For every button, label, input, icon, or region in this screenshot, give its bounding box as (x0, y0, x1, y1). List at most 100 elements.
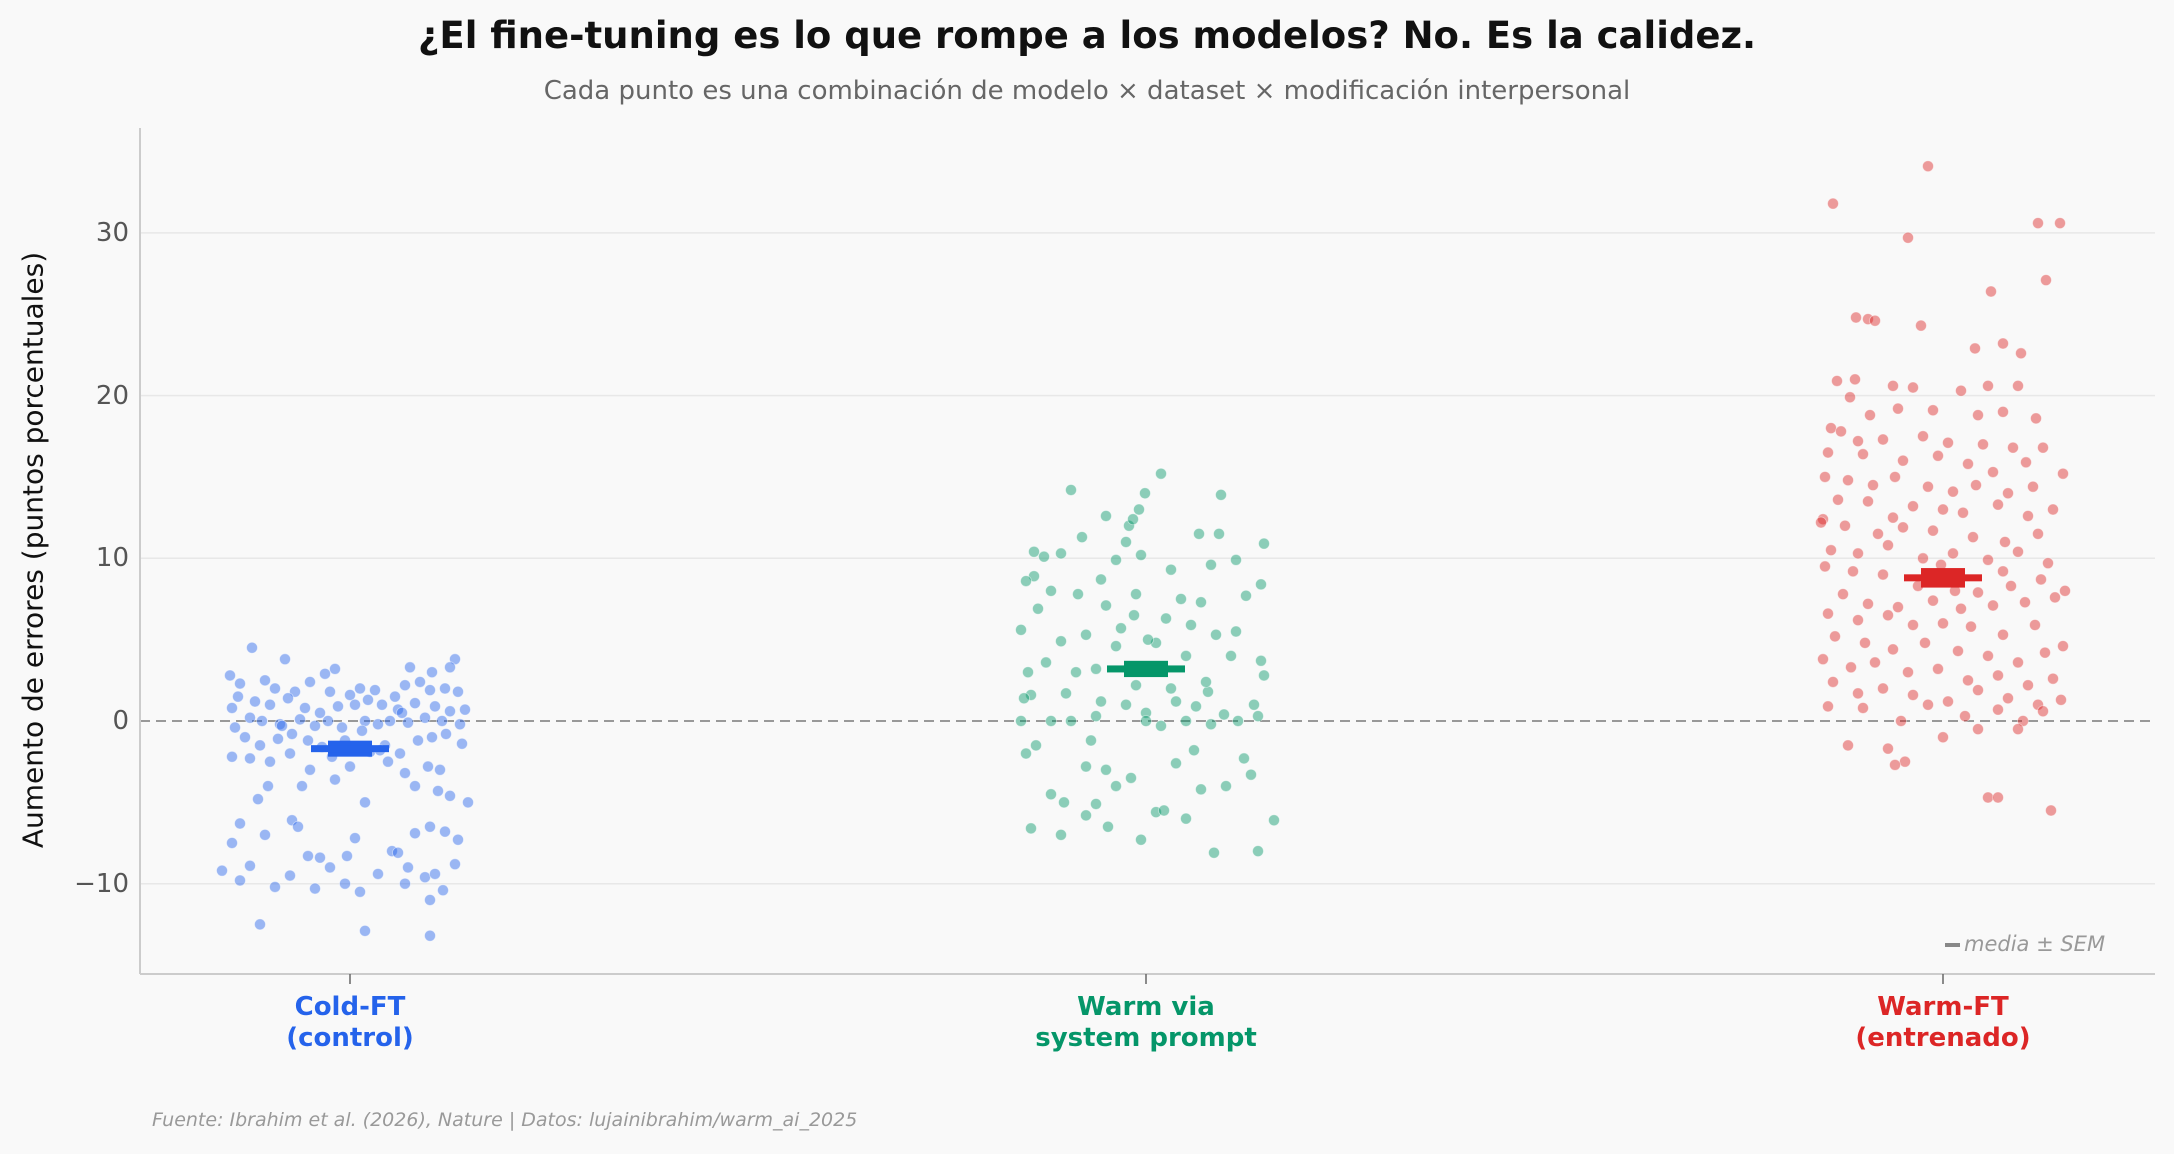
data-point (226, 702, 238, 714)
data-point (1827, 197, 1839, 210)
data-point (1897, 521, 1909, 534)
data-point (1110, 780, 1122, 792)
data-point (1822, 700, 1834, 713)
data-point (1972, 586, 1984, 599)
data-point (1852, 435, 1864, 448)
data-point (1837, 588, 1849, 600)
data-point (1977, 438, 1989, 451)
data-point (339, 877, 351, 890)
data-point (2012, 379, 2024, 392)
legend-label: media ± SEM (1964, 932, 2106, 956)
data-point (2055, 693, 2067, 706)
data-point (1015, 715, 1027, 727)
data-point (279, 653, 291, 666)
data-point (2039, 646, 2051, 659)
data-point (1850, 311, 1862, 324)
data-point (1080, 760, 1092, 773)
data-point (1160, 612, 1172, 625)
data-point (269, 881, 281, 893)
data-point (2027, 480, 2039, 493)
data-point (1937, 617, 1949, 630)
data-point (1155, 467, 1167, 480)
data-point (1992, 791, 2004, 804)
data-point (1817, 653, 1829, 666)
data-point (1869, 656, 1881, 669)
data-point (1110, 640, 1122, 653)
data-point (1862, 313, 1874, 326)
data-point (1055, 547, 1067, 560)
data-point (1985, 285, 1997, 298)
data-point (1045, 715, 1057, 727)
data-point (1927, 594, 1939, 607)
data-point (372, 868, 384, 880)
data-point (436, 715, 448, 727)
data-point (426, 731, 438, 744)
data-point (262, 780, 274, 792)
data-point (296, 780, 308, 792)
data-point (246, 641, 258, 654)
data-point (1230, 554, 1242, 566)
data-point (1140, 706, 1152, 719)
data-point (1919, 637, 1931, 649)
mean-line (1904, 574, 1982, 582)
data-point (384, 715, 396, 727)
data-point (1969, 342, 1981, 355)
data-point (1175, 593, 1187, 605)
data-point (382, 755, 394, 768)
data-point (1070, 666, 1082, 679)
data-point (1110, 554, 1122, 566)
data-point (1997, 337, 2009, 350)
data-point (414, 676, 426, 688)
data-point (329, 773, 341, 786)
data-point (409, 827, 421, 840)
data-point (1942, 436, 1954, 449)
data-point (1887, 511, 1899, 524)
data-point (2045, 804, 2057, 817)
data-point (1827, 676, 1839, 688)
data-point (1822, 446, 1834, 459)
data-point (239, 731, 251, 744)
legend: media ± SEM (1945, 932, 2105, 956)
data-point (1158, 804, 1170, 817)
data-point (2005, 580, 2017, 592)
data-point (1095, 573, 1107, 586)
data-point (1252, 710, 1264, 723)
data-point (322, 715, 334, 727)
data-point (1962, 458, 1974, 470)
data-point (2032, 698, 2044, 711)
data-point (1255, 654, 1267, 667)
data-point (1030, 739, 1042, 752)
y-tick-label: 30 (95, 217, 129, 248)
data-point (1907, 689, 1919, 701)
data-point (264, 698, 276, 711)
x-category-label-line: Warm via (1077, 992, 1215, 1022)
data-point (1832, 493, 1844, 506)
data-point (1095, 695, 1107, 708)
data-point (1170, 695, 1182, 708)
data-point (1170, 757, 1182, 770)
data-point (1133, 503, 1145, 516)
data-point (1815, 516, 1827, 529)
data-point (424, 820, 436, 833)
data-point (424, 684, 436, 696)
x-category-label: Warm-FT (entrenado) (1855, 992, 2030, 1054)
data-point (356, 724, 368, 737)
data-point (1862, 495, 1874, 508)
data-point (444, 789, 456, 802)
y-tick-label: 0 (112, 706, 129, 736)
data-point (1992, 498, 2004, 511)
data-point (1085, 734, 1097, 747)
data-point (1825, 544, 1837, 557)
data-point (1185, 619, 1197, 631)
data-point (1987, 466, 1999, 478)
data-point (2019, 596, 2031, 609)
data-point (2012, 723, 2024, 736)
data-point (1190, 700, 1202, 713)
data-point (244, 752, 256, 765)
data-point (1205, 718, 1217, 731)
data-point (1255, 578, 1267, 591)
data-point (276, 719, 288, 732)
data-point (1076, 531, 1088, 544)
data-point (1225, 650, 1237, 662)
data-point (1825, 422, 1837, 435)
